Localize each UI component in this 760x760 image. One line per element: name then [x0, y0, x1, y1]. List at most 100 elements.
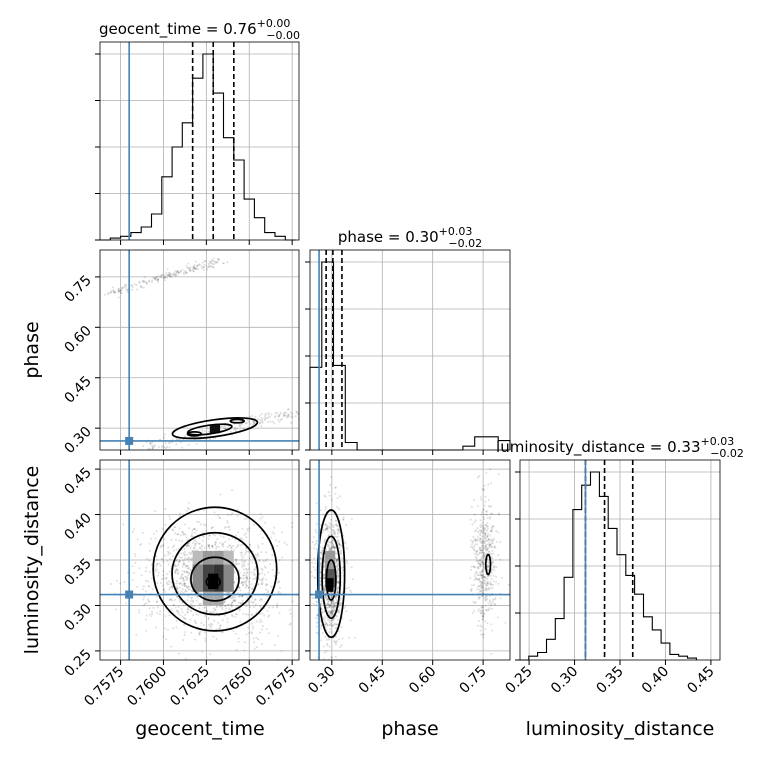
sample-point	[160, 546, 162, 549]
sample-point	[244, 573, 247, 576]
sample-point	[476, 571, 478, 574]
sample-point	[331, 612, 334, 615]
sample-point	[484, 628, 487, 631]
sample-point	[261, 578, 264, 581]
sample-point	[245, 547, 248, 550]
sample-point	[184, 435, 186, 438]
sample-point	[482, 489, 485, 492]
sample-point	[331, 600, 334, 603]
sample-point	[325, 604, 328, 607]
sample-point	[156, 568, 159, 571]
sample-point	[238, 595, 241, 598]
sample-point	[195, 613, 198, 615]
sample-point	[335, 601, 338, 604]
sample-point	[319, 562, 322, 564]
sample-point	[483, 612, 486, 615]
sample-point	[168, 271, 170, 274]
sample-point	[479, 584, 482, 587]
sample-point	[328, 521, 331, 524]
sample-point	[201, 261, 204, 264]
sample-point	[482, 575, 485, 578]
sample-point	[258, 621, 261, 624]
sample-point	[260, 572, 263, 575]
sample-point	[487, 543, 489, 546]
sample-point	[277, 415, 280, 417]
sample-point	[222, 545, 225, 548]
sample-point	[174, 532, 177, 535]
sample-point	[326, 624, 329, 627]
sample-point	[200, 267, 203, 270]
sample-point	[202, 266, 205, 269]
sample-point	[173, 598, 176, 601]
sample-point	[478, 588, 481, 591]
sample-point	[174, 274, 177, 277]
sample-point	[214, 542, 217, 545]
sample-point	[479, 560, 482, 563]
sample-point	[150, 537, 153, 540]
sample-point	[486, 580, 489, 583]
sample-point	[330, 631, 333, 634]
sample-point	[131, 579, 134, 582]
sample-point	[157, 571, 160, 574]
sample-point	[338, 603, 341, 606]
sample-point	[487, 550, 490, 553]
sample-point	[161, 578, 163, 581]
sample-point	[258, 414, 261, 417]
sample-point	[156, 563, 159, 566]
sample-point	[248, 420, 251, 423]
sample-point	[188, 268, 191, 271]
sample-point	[482, 547, 485, 550]
sample-point	[176, 270, 179, 273]
sample-point	[479, 519, 482, 522]
sample-point	[330, 619, 333, 622]
sample-point	[124, 285, 126, 288]
sample-point	[482, 554, 485, 557]
data-layer	[100, 42, 697, 661]
sample-point	[261, 515, 264, 518]
sample-point	[495, 581, 497, 584]
sample-point	[221, 606, 224, 609]
sample-point	[333, 546, 336, 549]
sample-point	[490, 538, 493, 541]
sample-point	[145, 579, 148, 582]
y-tick-label-phase: 0.45	[61, 373, 94, 406]
sample-point	[216, 258, 219, 260]
sample-point	[162, 574, 165, 577]
sample-point	[187, 556, 190, 559]
sample-point	[479, 534, 482, 537]
sample-point	[479, 610, 482, 613]
sample-point	[269, 563, 272, 566]
sample-point	[331, 540, 334, 542]
sample-point	[175, 559, 178, 562]
sample-point	[328, 604, 331, 607]
sample-point	[193, 605, 196, 608]
sample-point	[168, 614, 171, 617]
sample-point	[330, 498, 333, 501]
sample-point	[479, 574, 482, 577]
sample-point	[178, 560, 181, 563]
sample-point	[230, 431, 232, 433]
sample-point	[321, 531, 324, 534]
sample-point	[491, 540, 494, 543]
title-plus: +0.03	[439, 225, 473, 238]
sample-point	[260, 420, 263, 423]
sample-point	[151, 281, 154, 283]
sample-point	[323, 645, 325, 648]
sample-point	[349, 589, 352, 592]
sample-point	[250, 414, 253, 417]
sample-point	[479, 624, 482, 627]
sample-point	[339, 553, 342, 556]
sample-point	[164, 523, 167, 526]
sample-point	[483, 578, 486, 581]
sample-point	[150, 564, 153, 566]
sample-point	[325, 597, 328, 600]
sample-point	[337, 630, 340, 633]
sample-point	[247, 603, 250, 606]
sample-point	[330, 610, 333, 613]
sample-point	[478, 547, 481, 550]
sample-point	[183, 634, 186, 636]
sample-point	[260, 425, 263, 428]
sample-point	[483, 531, 486, 534]
sample-point	[490, 577, 493, 580]
sample-point	[261, 536, 264, 539]
